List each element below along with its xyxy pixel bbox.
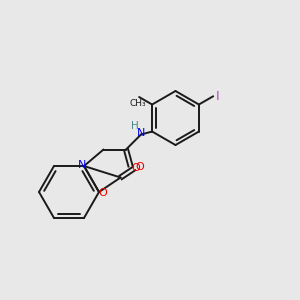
Text: I: I [216, 90, 220, 103]
Text: N: N [137, 128, 145, 138]
Text: O: O [98, 188, 107, 199]
Text: O: O [135, 162, 144, 172]
Text: N: N [78, 160, 87, 170]
Text: CH₃: CH₃ [129, 99, 146, 108]
Text: O: O [131, 163, 140, 172]
Text: H: H [130, 121, 138, 131]
